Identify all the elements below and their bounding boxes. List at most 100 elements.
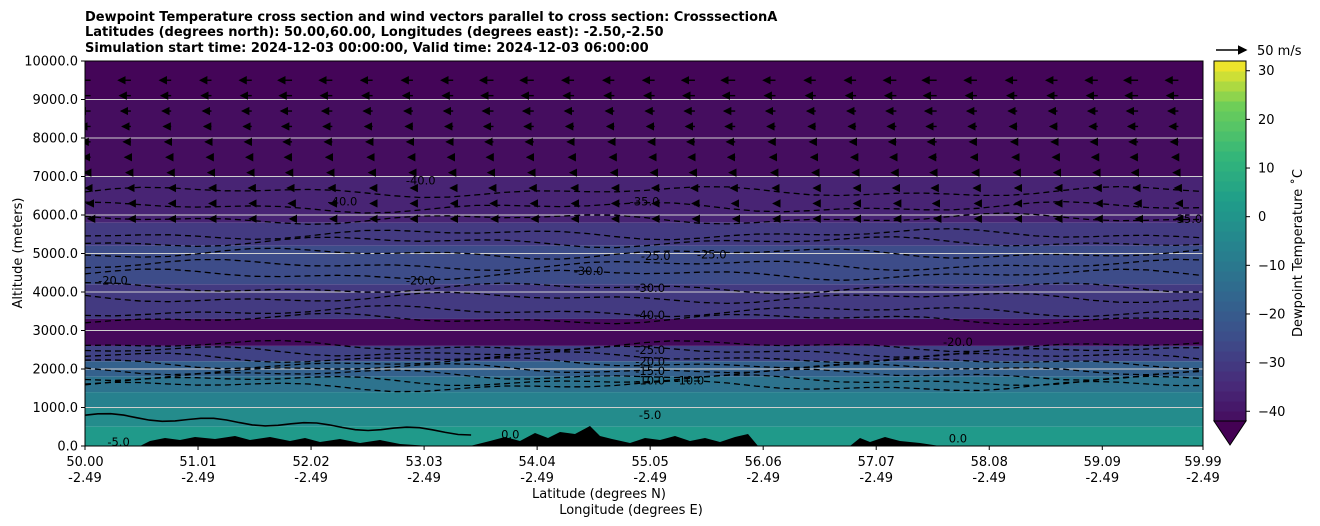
contour-label: -25.0 xyxy=(641,249,671,263)
colorbar-segment xyxy=(1214,121,1246,132)
x-tick-label-longitude: -2.49 xyxy=(520,471,554,486)
contour-label: -30.0 xyxy=(635,281,665,295)
colorbar-segment xyxy=(1214,61,1246,72)
colorbar-segment xyxy=(1214,181,1246,192)
dashed-contour xyxy=(85,345,1203,358)
field-band-7 xyxy=(85,345,1203,362)
field-band-3 xyxy=(85,222,1203,246)
contour-label: -5.0 xyxy=(639,408,661,422)
y-tick-label: 8000.0 xyxy=(33,132,79,147)
x-tick-label-latitude: 56.06 xyxy=(745,455,782,470)
wind-vectors xyxy=(85,76,1184,224)
chart-title-line-3: Simulation start time: 2024-12-03 00:00:… xyxy=(85,41,649,56)
contour-label: -25.0 xyxy=(635,343,665,357)
y-tick-label: 7000.0 xyxy=(33,170,79,185)
solid-contour xyxy=(85,412,472,436)
contour-label: -20.0 xyxy=(98,273,128,287)
terrain-profile xyxy=(140,426,940,446)
dashed-contour xyxy=(85,362,1203,376)
x-tick-label-latitude: 51.01 xyxy=(179,455,216,470)
contour-label: -35.0 xyxy=(1172,212,1202,226)
colorbar-segment xyxy=(1214,281,1246,292)
x-tick-label-longitude: -2.49 xyxy=(68,471,102,486)
dashed-contour xyxy=(85,351,1203,364)
dashed-contour xyxy=(85,356,1203,370)
dashed-contour xyxy=(85,212,1203,225)
colorbar-segment xyxy=(1214,261,1246,272)
chart-title-line-1: Dewpoint Temperature cross section and w… xyxy=(85,10,777,25)
x-tick-label-latitude: 54.04 xyxy=(519,455,556,470)
x-tick-label-longitude: -2.49 xyxy=(972,471,1006,486)
field-band-11 xyxy=(85,407,1203,427)
colorbar-segment xyxy=(1214,411,1246,422)
x-tick-label-latitude: 59.09 xyxy=(1084,455,1121,470)
y-tick-label: 1000.0 xyxy=(33,401,79,416)
colorbar-tick-label: 10 xyxy=(1258,162,1275,177)
field-band-5 xyxy=(85,284,1203,319)
colorbar-segment xyxy=(1214,331,1246,342)
contour-label: -20.0 xyxy=(943,335,973,349)
colorbar-segment xyxy=(1214,271,1246,282)
y-tick-label: 3000.0 xyxy=(33,324,79,339)
contour-label: -10.0 xyxy=(674,374,704,388)
colorbar-segment xyxy=(1214,311,1246,322)
colorbar-segment xyxy=(1214,211,1246,222)
colorbar-segment xyxy=(1214,141,1246,152)
x-tick-label-longitude: -2.49 xyxy=(633,471,667,486)
colorbar-segment xyxy=(1214,351,1246,362)
contour-label: -40.0 xyxy=(406,173,436,187)
dashed-contour xyxy=(85,304,1203,318)
colorbar-segment xyxy=(1214,131,1246,142)
dashed-contour xyxy=(85,374,1203,387)
contour-label: -40.0 xyxy=(635,308,665,322)
colorbar-segment xyxy=(1214,371,1246,382)
colorbar-segment xyxy=(1214,101,1246,112)
colorbar-segment xyxy=(1214,401,1246,412)
colorbar-tick-label: −20 xyxy=(1258,307,1285,322)
contour-label: 0.0 xyxy=(501,427,519,441)
colorbar-segment xyxy=(1214,161,1246,172)
colorbar-segment xyxy=(1214,191,1246,202)
contour-label: -5.0 xyxy=(107,435,129,449)
contour-label: -15.0 xyxy=(635,364,665,378)
x-tick-label-longitude: -2.49 xyxy=(746,471,780,486)
chart-title-line-2: Latitudes (degrees north): 50.00,60.00, … xyxy=(85,25,664,40)
colorbar-segment xyxy=(1214,391,1246,402)
contour-label: -25.0 xyxy=(697,248,727,262)
dashed-contour xyxy=(85,236,1203,249)
x-axis: 50.00-2.4951.01-2.4952.02-2.4953.03-2.49… xyxy=(66,446,1222,486)
field-band-12 xyxy=(85,426,1203,446)
dashed-contour xyxy=(85,247,1203,260)
contour-label: -35.0 xyxy=(630,195,660,209)
field-band-10 xyxy=(85,392,1203,408)
contour-label: 0.0 xyxy=(949,431,967,445)
colorbar-extend-min xyxy=(1213,420,1247,446)
y-axis: 0.0 1000.0 2000.0 3000.0 4000.0 5000.0 6000.0 7… xyxy=(24,55,85,455)
x-tick-label-latitude: 55.05 xyxy=(632,455,669,470)
colorbar-tick-label: −40 xyxy=(1258,405,1285,420)
x-tick-label-longitude: -2.49 xyxy=(1085,471,1119,486)
dashed-contour xyxy=(85,312,1203,326)
colorbar-segment xyxy=(1214,151,1246,162)
wind-key-label: 50 m/s xyxy=(1257,44,1302,59)
dashed-contour xyxy=(85,380,1203,393)
colorbar-segment xyxy=(1214,301,1246,312)
y-tick-label: 5000.0 xyxy=(33,247,79,262)
contour-label: -20.0 xyxy=(635,354,665,368)
x-tick-label-longitude: -2.49 xyxy=(407,471,441,486)
colorbar-segment xyxy=(1214,221,1246,232)
x-tick-label-longitude: -2.49 xyxy=(1186,471,1220,486)
colorbar-segment xyxy=(1214,201,1246,212)
colorbar-segment xyxy=(1214,291,1246,302)
plot-area: -35.0-40.0-40.0-35.0-20.0 -20.0-25.0-25.0… xyxy=(85,61,1203,449)
y-tick-label: 9000.0 xyxy=(33,93,79,108)
colorbar-segment xyxy=(1214,251,1246,262)
dashed-contour xyxy=(85,282,1203,295)
dashed-contour xyxy=(85,339,1203,353)
y-tick-label: 10000.0 xyxy=(24,55,78,70)
contour-label: -40.0 xyxy=(328,195,358,209)
colorbar-tick-label: 20 xyxy=(1258,113,1275,128)
x-tick-label-latitude: 50.00 xyxy=(66,455,103,470)
dewpoint-field xyxy=(85,61,1203,446)
